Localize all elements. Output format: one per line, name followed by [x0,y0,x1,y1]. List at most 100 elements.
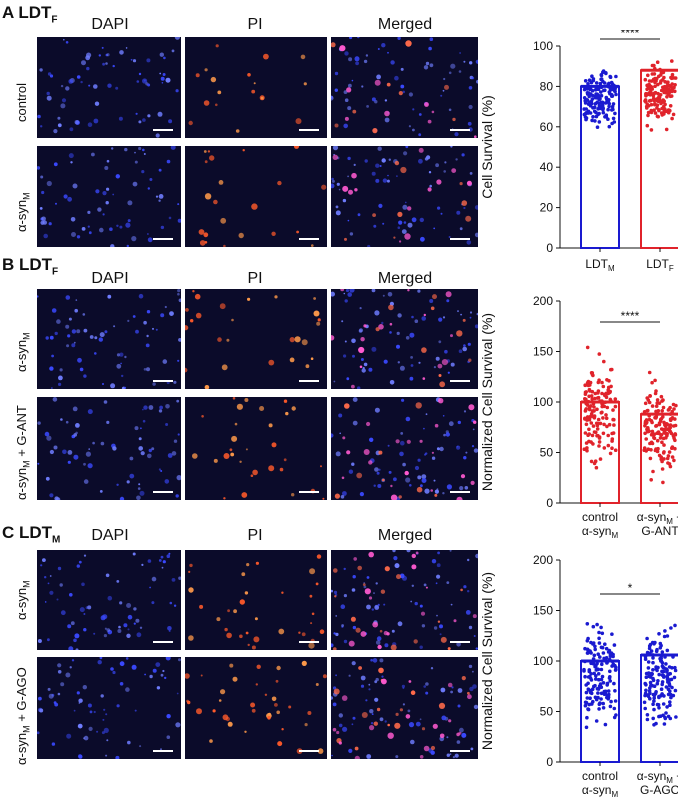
data-point [650,87,654,91]
data-point [642,700,647,705]
data-point [589,702,594,706]
data-point [646,671,651,675]
data-point [602,88,606,93]
data-point [659,417,664,421]
data-point [611,116,616,121]
data-point [610,104,615,109]
data-point [611,431,616,435]
data-point [596,667,601,672]
data-point [649,478,653,482]
data-point [599,73,604,77]
y-tick-label: 100 [533,654,553,668]
data-point [588,87,593,92]
data-point [655,114,660,119]
row-label-asyn-gago: α-synM + G-AGO [14,667,32,765]
data-point [651,660,655,665]
data-point [586,383,591,388]
data-point [643,706,647,711]
scale-bar [450,750,470,752]
data-point [599,677,604,682]
data-point [674,403,678,408]
data-point [662,90,666,95]
data-point [646,110,651,115]
data-point [584,683,588,687]
data-point [649,649,654,653]
data-point [659,111,664,115]
x-tick-label: LDTF [646,257,674,273]
data-point [605,378,609,382]
data-point [649,102,654,107]
data-point [652,436,657,441]
data-point [590,74,594,78]
data-point [604,413,608,417]
data-point [668,671,672,676]
data-point [591,424,596,428]
data-point [671,434,676,439]
data-point [588,676,593,680]
data-point [672,407,676,411]
y-tick-label: 60 [540,120,554,134]
data-point [646,113,650,118]
data-point [648,90,653,94]
scale-bar [153,641,173,643]
data-point [611,102,616,106]
data-point [646,660,651,664]
data-point [596,389,601,393]
data-point [655,702,660,707]
data-point [655,398,660,402]
data-point [643,98,648,102]
data-point [601,416,605,420]
y-tick-label: 50 [540,705,554,719]
y-tick-label: 20 [540,201,554,215]
data-point [585,647,590,652]
panel-b-label: B LDTF [2,255,59,278]
data-point [648,394,652,398]
data-point [673,76,678,80]
data-point [661,427,665,432]
data-point [613,89,617,94]
micrograph-merged [331,550,478,650]
y-tick-label: 100 [533,39,553,53]
data-point [595,687,600,691]
data-point [601,384,606,389]
data-point [660,673,665,677]
col-head-dapi: DAPI [91,16,129,33]
data-point [604,656,609,660]
data-point [584,117,588,122]
scale-bar [153,238,173,240]
data-point [650,72,655,76]
micrograph-pi [185,37,327,138]
data-point [644,449,648,453]
data-point [606,695,611,699]
data-point [652,696,656,700]
data-point [662,694,666,698]
x-tick-label: G-ANT [641,524,678,538]
data-point [647,79,652,83]
data-point [601,69,606,73]
data-point [662,109,667,113]
data-point [656,98,661,102]
scale-bar [299,380,319,382]
micrograph-pi [185,550,327,650]
data-point [601,106,605,111]
data-point [658,656,662,661]
data-point [673,623,677,628]
data-point [605,405,610,410]
x-tick-label: α-synM + [637,769,678,785]
data-point [664,662,668,666]
data-point [649,128,654,132]
data-point [670,72,675,77]
scale-bar [153,380,173,382]
scale-bar [153,129,173,131]
data-point [609,384,613,389]
data-point [592,414,597,418]
data-point [585,98,589,102]
data-point [670,445,675,449]
data-point [603,115,607,119]
data-point [582,107,586,111]
data-point [592,405,596,409]
data-point [668,108,672,113]
data-point [589,421,594,425]
data-point [669,84,673,89]
significance-label: * [628,581,633,595]
